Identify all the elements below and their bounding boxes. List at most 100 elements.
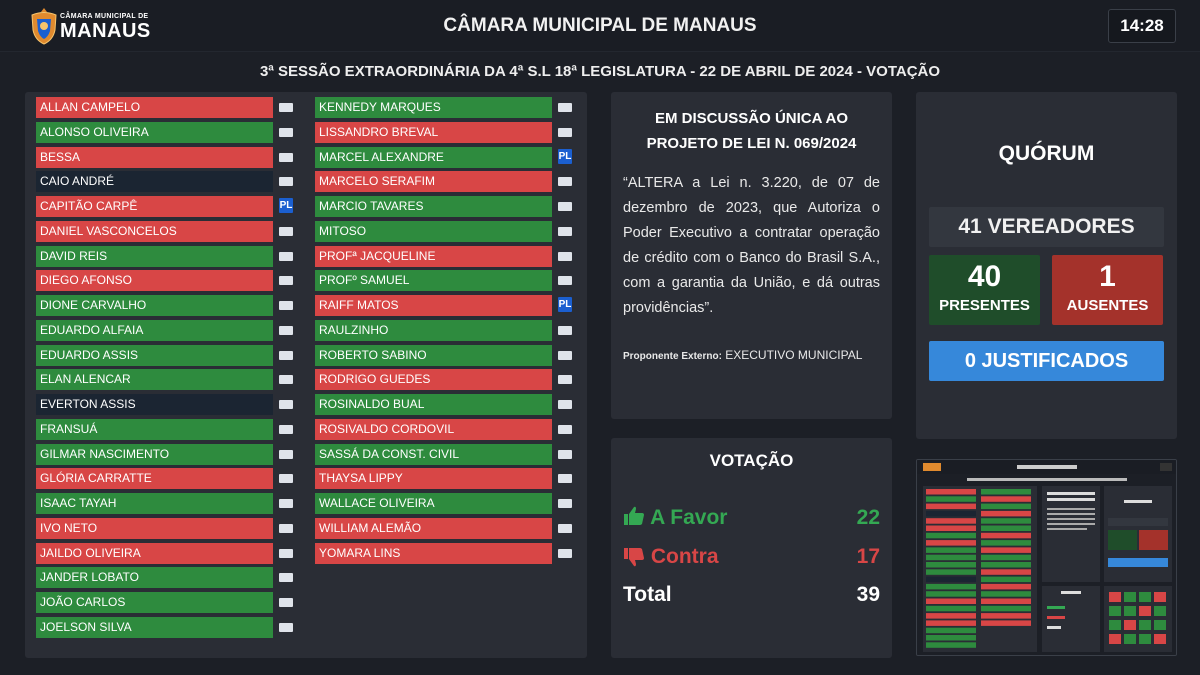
- contra-count: 17: [856, 545, 880, 568]
- party-logo-icon: [279, 226, 293, 236]
- thumb-row: [926, 554, 976, 561]
- thumb-row: [981, 613, 1031, 619]
- ausentes-count: 1: [1099, 260, 1116, 293]
- council-member-name: DIONE CARVALHO: [36, 295, 273, 316]
- council-member-row: RODRIGO GUEDES: [315, 369, 573, 391]
- thumb-row: [926, 576, 976, 583]
- council-member-name: FRANSUÁ: [36, 418, 273, 440]
- page-title: CÂMARA MUNICIPAL DE MANAUS: [443, 15, 757, 36]
- thumb-row: [981, 554, 1031, 561]
- party-logo-icon: [558, 523, 572, 533]
- council-member-name: MARCIO TAVARES: [315, 196, 552, 217]
- party-logo-icon: [558, 251, 572, 261]
- presentes-count: 40: [967, 260, 1002, 293]
- council-member-row: MARCEL ALEXANDRE PL: [315, 146, 573, 168]
- council-member-name: MARCEL ALEXANDRE: [315, 146, 552, 168]
- council-member-row: RAULZINHO: [315, 319, 573, 341]
- council-member-row: GILMAR NASCIMENTO: [36, 443, 294, 465]
- council-member-name: ROSIVALDO CORDOVIL: [315, 418, 552, 440]
- party-logo-icon: PL: [279, 198, 293, 213]
- quorum-total: 41 VEREADORES: [929, 207, 1164, 247]
- party-logo-icon: [279, 127, 293, 137]
- thumb-mini-block: [1154, 620, 1166, 630]
- council-member-name: ELAN ALENCAR: [36, 369, 273, 391]
- council-member-row: ROSINALDO BUAL: [315, 394, 573, 415]
- party-logo-icon: [558, 177, 572, 187]
- thumb-row: [981, 562, 1031, 568]
- thumb-row: [981, 489, 1031, 495]
- council-member-name: JOÃO CARLOS: [36, 592, 273, 613]
- proponent-label: Proponente Externo:: [623, 351, 722, 362]
- party-logo-icon: [558, 276, 572, 286]
- party-logo-icon: [558, 400, 572, 409]
- thumb-row: [926, 525, 976, 531]
- council-member-name: ALLAN CAMPELO: [36, 97, 273, 118]
- council-member-row: ROSIVALDO CORDOVIL: [315, 418, 573, 440]
- thumbs-up-icon: [624, 506, 644, 525]
- council-member-row: FRANSUÁ: [36, 418, 294, 440]
- thumb-row: [926, 496, 976, 502]
- council-member-row: RAIFF MATOS PL: [315, 295, 573, 316]
- proponent-value: EXECUTIVO MUNICIPAL: [725, 348, 863, 362]
- justificados-box: 0 JUSTIFICADOS: [929, 341, 1164, 381]
- thumb-row: [981, 583, 1031, 590]
- council-member-row: MARCELO SERAFIM: [315, 171, 573, 193]
- thumb-row: [926, 489, 976, 495]
- council-member-name: EDUARDO ALFAIA: [36, 319, 273, 341]
- thumb-mini-block: [1154, 592, 1166, 602]
- council-member-row: DIONE CARVALHO: [36, 295, 294, 316]
- council-member-row: KENNEDY MARQUES: [315, 97, 573, 118]
- favor-label: A Favor: [650, 506, 728, 529]
- clock: 14:28: [1108, 9, 1176, 43]
- favor-row: A Favor 22: [623, 505, 880, 531]
- party-logo-icon: [279, 573, 293, 583]
- party-logo-icon: [558, 449, 572, 459]
- council-member-row: IVO NETO: [36, 517, 294, 539]
- thumb-row: [981, 518, 1031, 524]
- council-member-name: DIEGO AFONSO: [36, 270, 273, 292]
- seal-icon: [31, 8, 57, 45]
- party-logo-icon: [279, 375, 293, 385]
- council-member-name: LISSANDRO BREVAL: [315, 121, 552, 143]
- council-member-row: THAYSA LIPPY: [315, 468, 573, 490]
- contra-row: Contra 17: [623, 544, 880, 570]
- party-logo-icon: [558, 474, 572, 484]
- thumb-mini-block: [1139, 606, 1151, 616]
- council-member-name: CAIO ANDRÉ: [36, 171, 273, 193]
- camara-logo: CÂMARA MUNICIPAL DE MANAUS: [28, 6, 158, 46]
- preview-image: [917, 460, 1176, 655]
- voting-title: VOTAÇÃO: [709, 451, 794, 470]
- council-member-name: RAULZINHO: [315, 319, 552, 341]
- council-column-1: ALLAN CAMPELO ALONSO OLIVEIRA BESSA CAIO AN…: [36, 97, 294, 642]
- thumb-row: [926, 627, 976, 634]
- council-member-row: GLÓRIA CARRATTE: [36, 468, 294, 490]
- council-member-name: PROFª JACQUELINE: [315, 245, 552, 267]
- thumb-mini-block: [1109, 620, 1121, 630]
- council-column-2: KENNEDY MARQUES LISSANDRO BREVAL MARCEL AL…: [315, 97, 573, 567]
- thumb-row: [926, 635, 976, 641]
- council-member-name: THAYSA LIPPY: [315, 468, 552, 490]
- party-logo-icon: [279, 598, 293, 607]
- thumb-mini-block: [1154, 634, 1166, 644]
- ausentes-label: AUSENTES: [1066, 297, 1149, 314]
- thumb-mini-block: [1154, 606, 1166, 616]
- party-logo-icon: [558, 127, 572, 137]
- council-vote-list: ALLAN CAMPELO ALONSO OLIVEIRA BESSA CAIO AN…: [25, 92, 587, 658]
- thumb-row: [981, 532, 1031, 539]
- council-member-name: YOMARA LINS: [315, 542, 552, 564]
- party-logo-icon: [558, 424, 572, 434]
- thumb-row: [926, 591, 976, 597]
- council-member-name: ISAAC TAYAH: [36, 493, 273, 514]
- council-member-row: PROFª JACQUELINE: [315, 245, 573, 267]
- council-member-row: ROBERTO SABINO: [315, 344, 573, 366]
- party-logo-icon: [279, 424, 293, 434]
- thumb-row: [981, 605, 1031, 612]
- council-member-name: RAIFF MATOS: [315, 295, 552, 316]
- council-member-row: WALLACE OLIVEIRA: [315, 493, 573, 514]
- council-member-name: EVERTON ASSIS: [36, 394, 273, 415]
- party-logo-icon: [558, 226, 572, 236]
- council-member-row: ALLAN CAMPELO: [36, 97, 294, 118]
- council-member-name: DANIEL VASCONCELOS: [36, 220, 273, 242]
- council-member-row: JOELSON SILVA: [36, 616, 294, 638]
- party-logo-icon: [279, 400, 293, 409]
